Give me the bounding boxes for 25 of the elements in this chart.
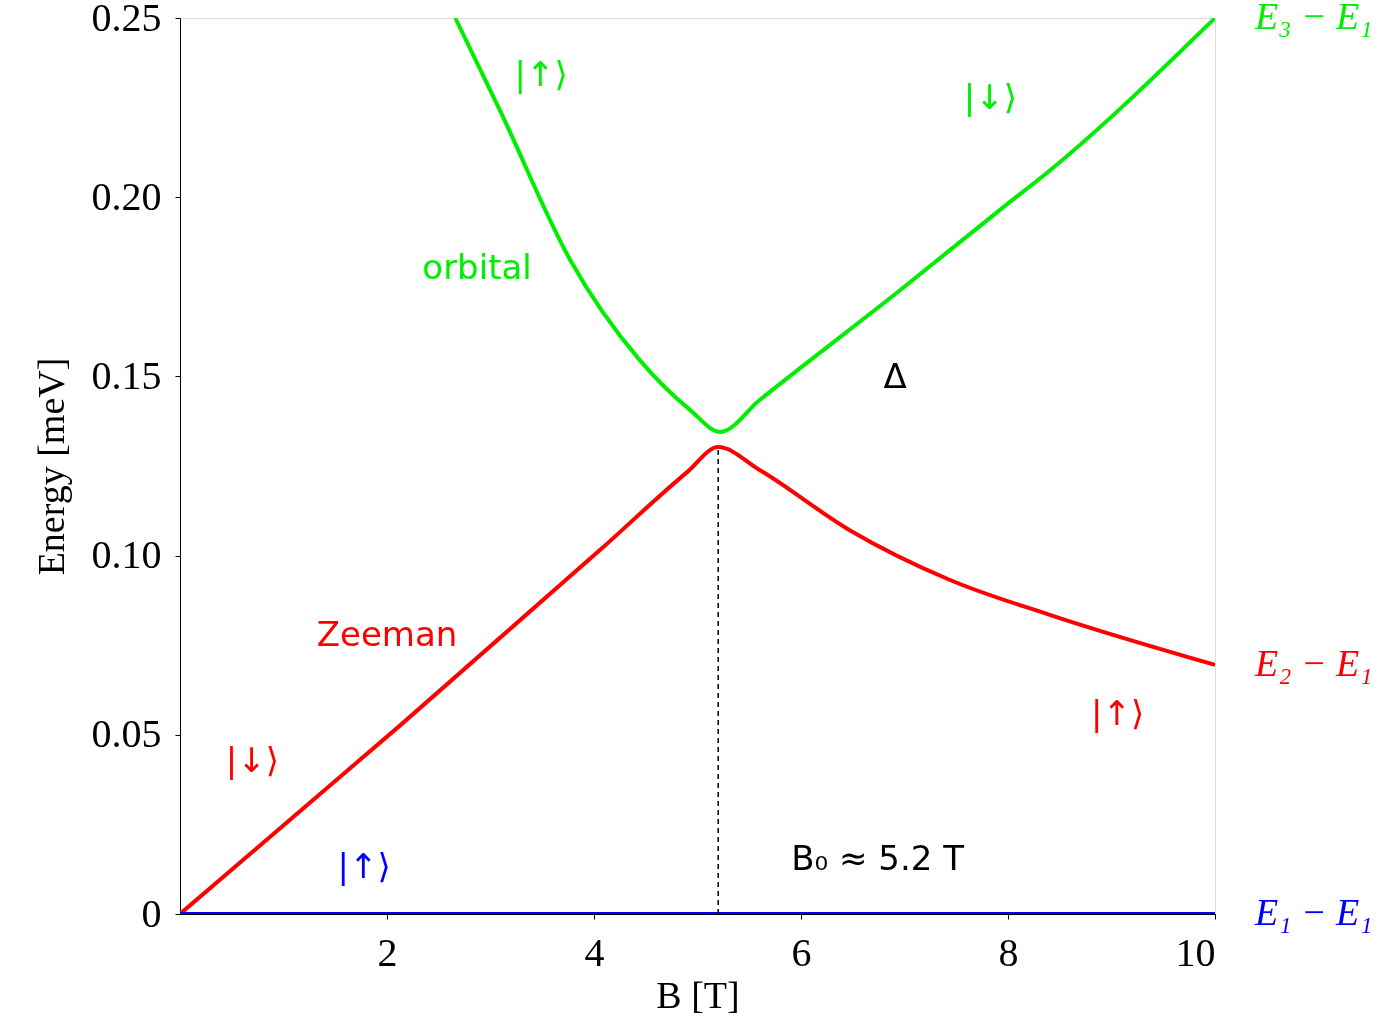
y-tick-label: 0.05 — [91, 711, 162, 757]
x-tick-label: 2 — [377, 929, 398, 975]
series-label: E₁ − E₁ — [1254, 891, 1373, 933]
annotation: |↓⟩ — [225, 739, 280, 780]
annotation: Δ — [883, 356, 907, 397]
annotation: orbital — [422, 246, 532, 287]
series-label: E₂ − E₁ — [1254, 641, 1373, 684]
x-tick-label: 6 — [791, 929, 812, 975]
x-tick-label: 8 — [998, 929, 1019, 975]
x-tick-label: 4 — [584, 929, 605, 975]
annotation: |↑⟩ — [1091, 693, 1145, 734]
annotation: |↑⟩ — [337, 846, 391, 887]
annotation: |↓⟩ — [963, 76, 1018, 117]
annotation: B₀ ≈ 5.2 T — [791, 838, 965, 879]
y-tick-label: 0.10 — [91, 532, 162, 578]
y-tick-label: 0.25 — [91, 0, 162, 40]
y-tick-label: 0.20 — [91, 173, 162, 219]
y-tick-label: 0 — [141, 890, 162, 936]
series-label: E₃ − E₁ — [1254, 0, 1373, 37]
annotation: |↑⟩ — [514, 54, 568, 95]
y-tick-label: 0.15 — [91, 352, 162, 398]
annotation: Zeeman — [316, 614, 458, 655]
x-tick-label: 10 — [1175, 929, 1216, 975]
x-axis-title: B [T] — [656, 973, 740, 1016]
y-axis-title: Energy [meV] — [29, 357, 72, 576]
